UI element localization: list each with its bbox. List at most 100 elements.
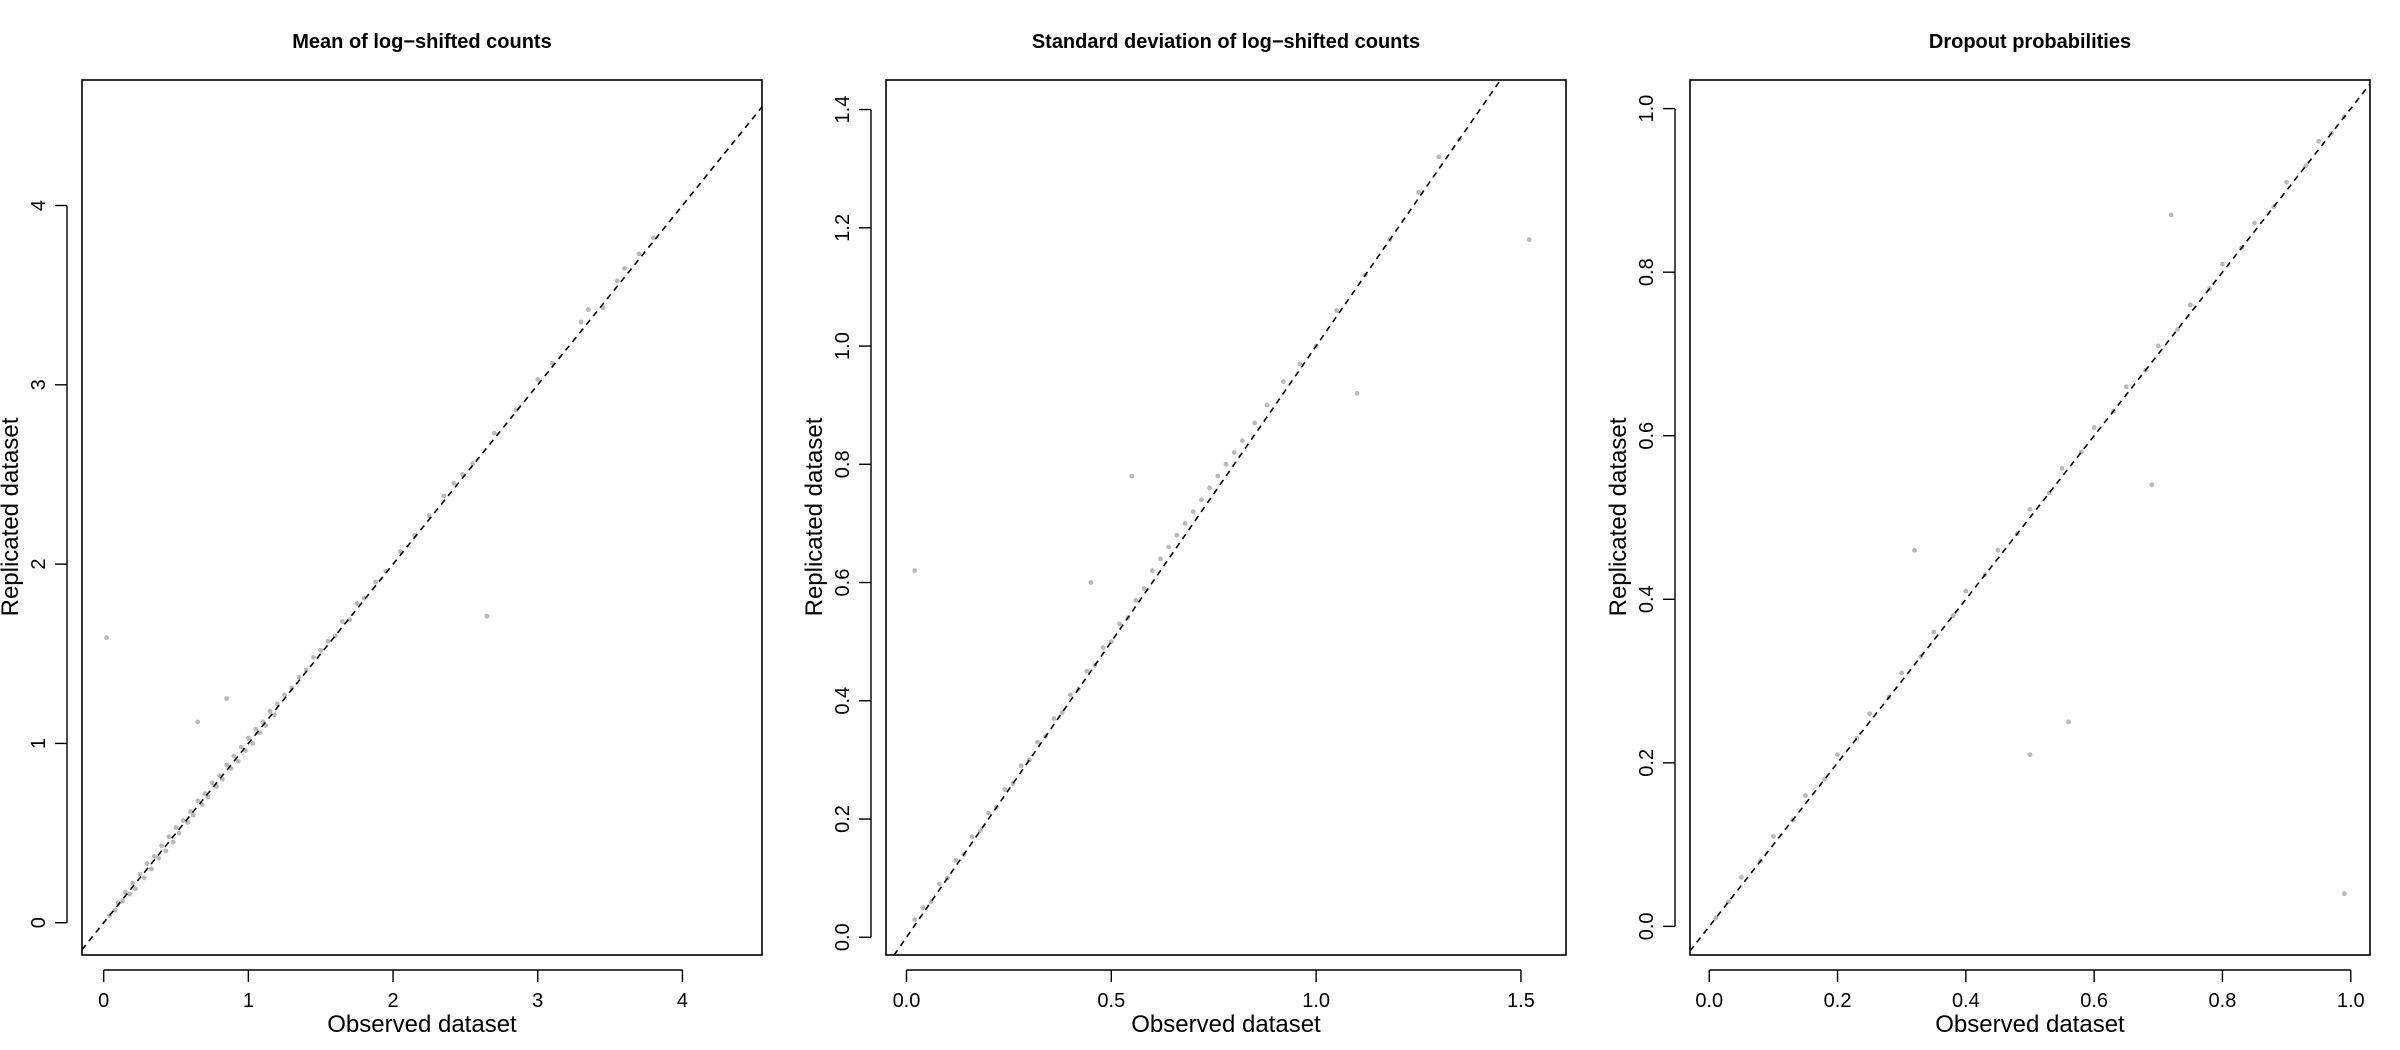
x-tick-label: 1.5 (1507, 990, 1535, 1012)
data-point (361, 595, 367, 601)
data-point (1835, 752, 1840, 758)
data-point (2155, 343, 2161, 349)
data-point (318, 647, 324, 653)
y-tick-label: 0.0 (832, 923, 854, 951)
data-point (1084, 668, 1090, 674)
data-point (2091, 425, 2097, 430)
data-point (1141, 586, 1147, 591)
data-point (470, 461, 476, 467)
data-point (191, 812, 196, 818)
data-point (250, 741, 256, 746)
data-point (578, 319, 584, 325)
y-tick-label: 0.8 (1636, 258, 1658, 286)
data-point (1995, 547, 2001, 553)
data-point (2341, 891, 2347, 897)
data-point (166, 834, 172, 840)
y-tick-label: 0.2 (1636, 749, 1658, 777)
data-point (969, 834, 975, 840)
data-point (303, 667, 309, 673)
data-point (912, 917, 918, 922)
data-point (2123, 384, 2129, 390)
data-point (104, 635, 109, 641)
data-point (1133, 597, 1139, 603)
data-point (267, 708, 273, 714)
data-point (1436, 154, 1442, 160)
data-point (144, 861, 150, 866)
x-axis-label: Observed dataset (1935, 1011, 2125, 1038)
data-point (137, 871, 143, 877)
data-point (1867, 711, 1873, 717)
y-tick-label: 0.6 (1636, 422, 1658, 450)
data-point (1803, 793, 1808, 798)
data-point (1899, 670, 1905, 676)
data-point (156, 855, 162, 861)
data-point (2149, 482, 2155, 488)
y-tick-label: 1.2 (832, 214, 854, 242)
data-point (986, 810, 991, 816)
data-point (253, 726, 259, 732)
x-tick-label: 0.4 (1952, 990, 1980, 1012)
data-point (1149, 568, 1155, 574)
data-point (173, 825, 179, 831)
data-point (1280, 379, 1286, 384)
data-point (325, 638, 331, 644)
data-point (238, 744, 244, 750)
data-point (1912, 547, 1917, 553)
x-tick-label: 1.0 (2337, 990, 2365, 1012)
x-tick-label: 0.0 (1695, 990, 1723, 1012)
data-point (2220, 261, 2225, 267)
x-tick-label: 0.2 (1824, 990, 1852, 1012)
x-tick-label: 0.0 (893, 990, 921, 1012)
data-point (2303, 163, 2309, 169)
data-point (1334, 308, 1340, 313)
data-point (149, 866, 154, 872)
panel-sd: Standard deviation of log−shifted counts… (801, 31, 1567, 1038)
data-point (1174, 532, 1180, 538)
y-tick-label: 1 (28, 738, 50, 749)
data-point (1252, 420, 1258, 426)
data-point (614, 278, 620, 284)
data-point (133, 886, 138, 892)
data-point (151, 853, 157, 859)
x-axis-label: Observed dataset (327, 1011, 517, 1038)
data-point (1129, 473, 1135, 479)
data-point (209, 780, 215, 786)
data-point (1931, 629, 1937, 635)
x-tick-label: 0.5 (1097, 990, 1125, 1012)
x-tick-label: 4 (677, 990, 688, 1012)
y-tick-label: 0.0 (1636, 912, 1658, 940)
y-tick-label: 1.0 (832, 332, 854, 360)
axis-ticks: 0 1 2 3 4 0 1 2 3 4 (28, 200, 688, 1012)
data-point (127, 891, 133, 897)
data-point (491, 430, 497, 436)
y-tick-label: 3 (28, 379, 50, 390)
data-point (953, 858, 959, 863)
data-point (130, 880, 136, 886)
data-point (2187, 302, 2193, 308)
y-tick-label: 0.8 (832, 450, 854, 478)
data-point (1207, 485, 1213, 491)
data-point (920, 905, 926, 911)
identity-line (893, 79, 1502, 956)
axis-ticks: 0.0 0.5 1.0 1.5 0.0 0.2 0.4 0.6 0.8 1.0 1.2 1.4 (832, 96, 1535, 1012)
x-tick-label: 3 (532, 990, 543, 1012)
data-point (1738, 874, 1744, 880)
x-tick-label: 1 (243, 990, 254, 1012)
x-tick-label: 0 (98, 990, 109, 1012)
identity-line (1689, 83, 2371, 952)
data-point (272, 712, 277, 718)
data-point (354, 601, 360, 606)
y-tick-label: 0.4 (1636, 585, 1658, 613)
data-point (1190, 509, 1196, 514)
data-point (1239, 438, 1245, 444)
data-point (1067, 692, 1073, 698)
data-point (1223, 461, 1229, 467)
y-axis-label: Replicated dataset (801, 417, 828, 616)
scatter-points (104, 235, 656, 918)
data-point (340, 619, 345, 624)
data-point (188, 809, 193, 814)
data-point (1035, 739, 1040, 745)
data-point (1713, 915, 1719, 921)
data-point (1416, 189, 1421, 195)
data-point (1166, 544, 1172, 550)
